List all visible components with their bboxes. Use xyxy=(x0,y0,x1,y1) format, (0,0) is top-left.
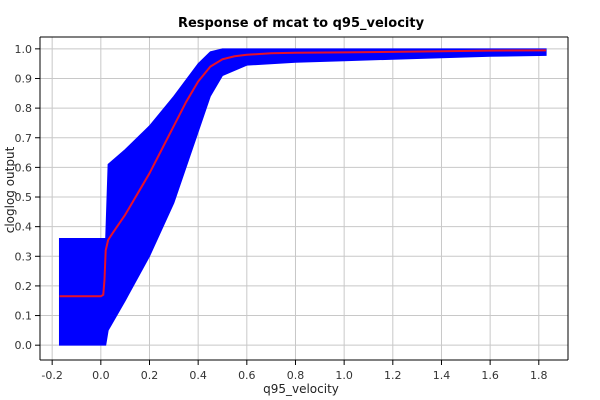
mean-line-layer xyxy=(59,49,547,298)
y-tick-label: 0.4 xyxy=(15,221,33,234)
x-tick-label: 1.6 xyxy=(481,369,499,382)
y-tick-label: 0.8 xyxy=(15,102,33,115)
y-axis-title: cloglog output xyxy=(3,146,17,233)
x-tick-label: 0.0 xyxy=(92,369,110,382)
x-tick-label: 0.6 xyxy=(238,369,256,382)
axes xyxy=(39,36,569,361)
mean-response-line xyxy=(59,49,547,298)
x-tick-label: 1.4 xyxy=(433,369,451,382)
x-tick-label: 1.0 xyxy=(335,369,353,382)
x-axis-title: q95_velocity xyxy=(263,382,339,396)
y-tick-label: 0.2 xyxy=(15,280,33,293)
y-axis-ticks: 0.0 0.1 0.2 0.3 0.4 0.5 0.6 0.7 0.8 0.9 1.0 xyxy=(15,43,40,352)
y-tick-label: 0.1 xyxy=(15,310,33,323)
confidence-band xyxy=(58,48,547,346)
x-axis-ticks: -0.2 0.0 0.2 0.4 0.6 0.8 1.0 1.2 1.4 1.6 1.8 xyxy=(41,360,548,382)
x-tick-label: -0.2 xyxy=(41,369,62,382)
x-tick-label: 1.8 xyxy=(530,369,548,382)
y-tick-label: 0.0 xyxy=(15,339,33,352)
y-tick-label: 0.5 xyxy=(15,191,33,204)
y-tick-label: 0.6 xyxy=(15,161,33,174)
x-tick-label: 0.4 xyxy=(189,369,207,382)
x-tick-label: 0.8 xyxy=(287,369,305,382)
confidence-band-layer xyxy=(58,48,547,346)
y-tick-label: 0.7 xyxy=(15,132,33,145)
y-tick-label: 0.3 xyxy=(15,250,33,263)
x-tick-label: 1.2 xyxy=(384,369,402,382)
y-tick-label: 0.9 xyxy=(15,72,33,85)
y-tick-label: 1.0 xyxy=(15,43,33,56)
chart-title: Response of mcat to q95_velocity xyxy=(178,16,425,31)
x-tick-label: 0.2 xyxy=(141,369,159,382)
